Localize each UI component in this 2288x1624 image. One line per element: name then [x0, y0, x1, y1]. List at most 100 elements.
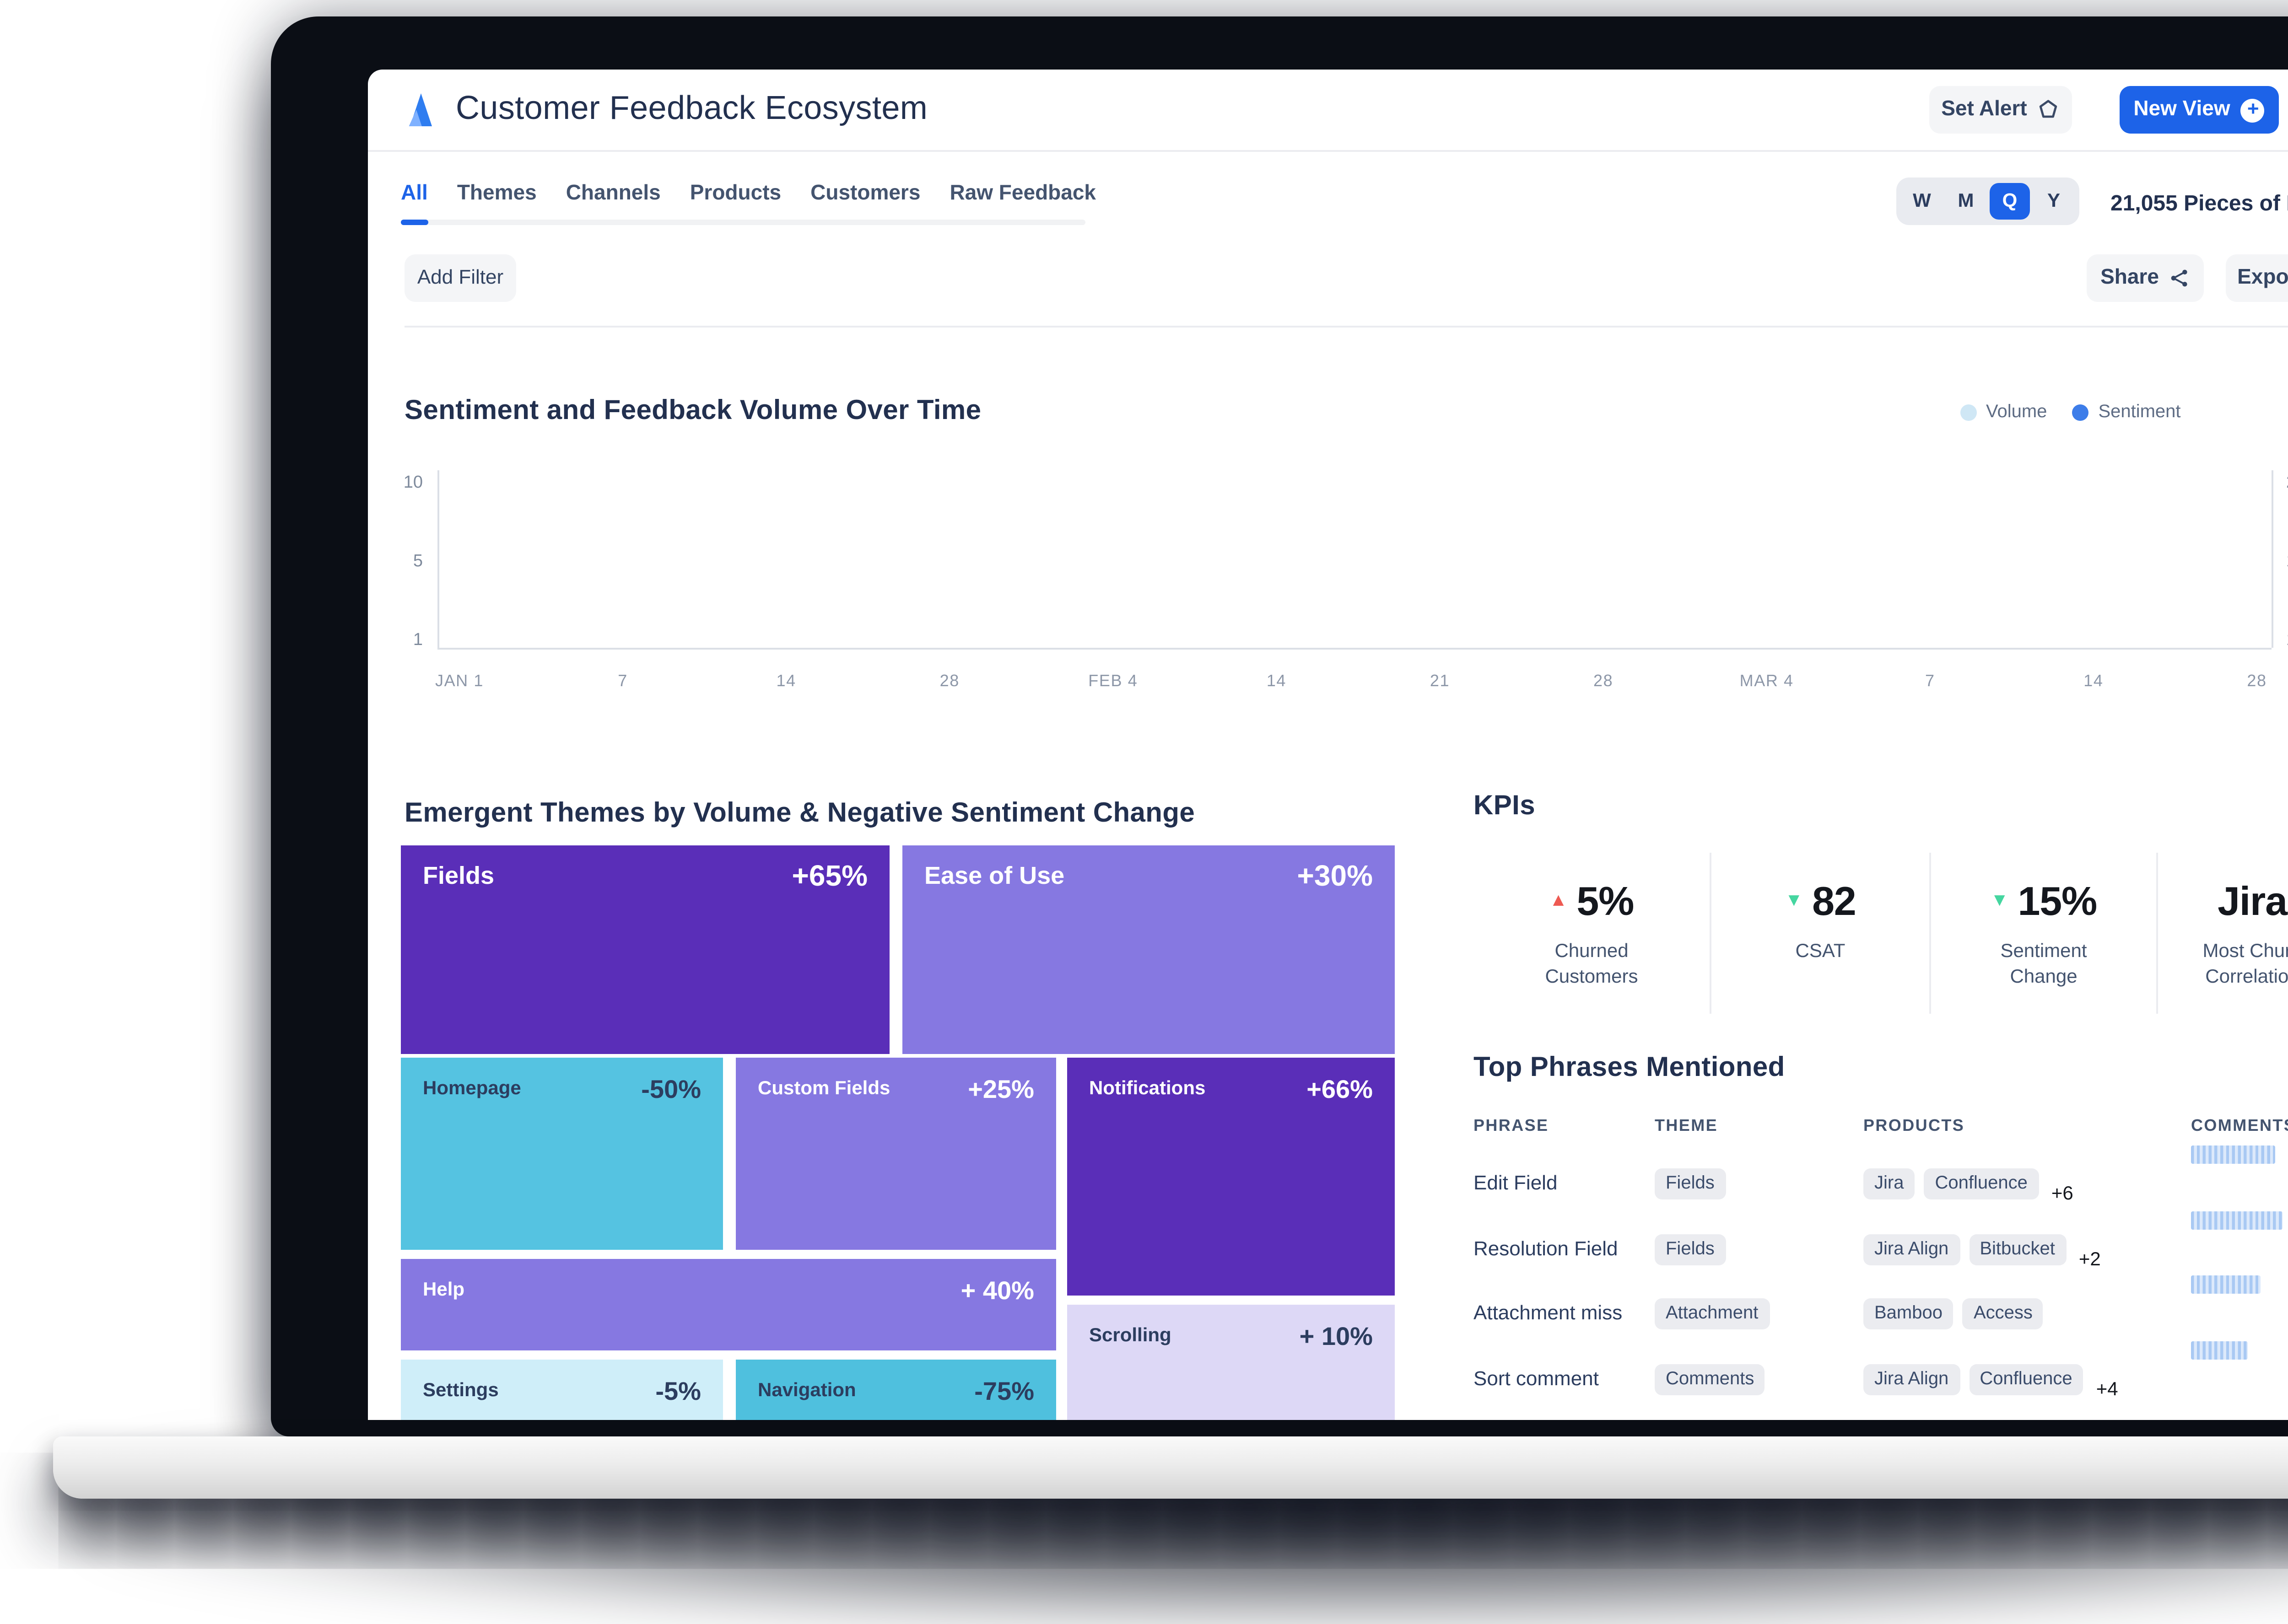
sentiment-dot-icon: [2072, 404, 2089, 421]
column-header-phrase: PHRASE: [1473, 1116, 1549, 1135]
kpi-row: ▲ 5% Churned Customers ▼ 82 CSAT ▼ 15% Sentiment…: [1473, 853, 2288, 1014]
plus-icon: +: [2241, 98, 2265, 122]
product-chip-jira-align: Jira Align: [1863, 1363, 1960, 1394]
theme-chip: Attachment: [1655, 1298, 1770, 1329]
treemap-block-label: Custom Fields: [758, 1078, 890, 1100]
x-axis-tick: 21: [1430, 672, 1450, 690]
product-chip-confluence: Confluence: [1969, 1363, 2083, 1394]
kpi-churned-customers: ▲ 5% Churned Customers: [1473, 853, 1710, 1014]
treemap-block-fields[interactable]: Fields +65%: [401, 845, 890, 1054]
add-filter-button[interactable]: Add Filter: [405, 254, 516, 302]
x-axis-tick: 28: [939, 672, 960, 690]
treemap-block-custom-fields[interactable]: Custom Fields +25%: [736, 1058, 1056, 1250]
time-toggle-y[interactable]: Y: [2047, 190, 2060, 212]
x-axis-tick: FEB 4: [1088, 672, 1138, 690]
product-chip-jira-align: Jira Align: [1863, 1233, 1960, 1264]
treemap-block-label: Navigation: [758, 1380, 856, 1402]
phrase-cell: Resolution Field: [1473, 1238, 1618, 1260]
dashboard-screen: Customer Feedback Ecosystem Set Alert Ne…: [368, 70, 2288, 1420]
legend-volume-label: Volume: [1986, 403, 2047, 423]
products-cell: Jira Align Bitbucket +2: [1863, 1233, 2101, 1270]
treemap-block-homepage[interactable]: Homepage -50%: [401, 1058, 723, 1250]
tab-raw-feedback[interactable]: Raw Feedback: [950, 183, 1096, 205]
trend-down-icon: ▼: [1785, 891, 1803, 911]
time-toggle-w[interactable]: W: [1913, 190, 1931, 212]
kpi-label: Most Churn Correlation: [2202, 941, 2288, 989]
treemap-block-value: +25%: [968, 1074, 1034, 1103]
share-icon: [2172, 269, 2188, 287]
top-phrases-title: Top Phrases Mentioned: [1473, 1052, 1785, 1083]
active-tab-indicator: [401, 220, 428, 225]
tab-customers[interactable]: Customers: [810, 183, 921, 205]
treemap-block-scrolling[interactable]: Scrolling + 10%: [1067, 1305, 1395, 1420]
export-button[interactable]: Export: [2226, 254, 2288, 302]
tab-track: [401, 220, 1085, 225]
set-alert-button[interactable]: Set Alert: [1929, 86, 2072, 134]
theme-chip: Fields: [1655, 1233, 1726, 1264]
phrase-cell: Sort comment: [1473, 1368, 1599, 1390]
tab-all[interactable]: All: [401, 183, 428, 205]
column-header-products: PRODUCTS: [1863, 1116, 1965, 1135]
axis-line: [437, 470, 439, 648]
treemap-block-settings[interactable]: Settings -5%: [401, 1360, 723, 1420]
kpi-csat: ▼ 82 CSAT: [1710, 853, 1929, 1014]
axis-line: [2272, 470, 2273, 648]
volume-dot-icon: [1960, 404, 1977, 421]
time-toggle-m[interactable]: M: [1958, 190, 1974, 212]
treemap-block-notifications[interactable]: Notifications +66%: [1067, 1058, 1395, 1296]
comments-bar: [2191, 1210, 2283, 1229]
treemap-block-value: +66%: [1306, 1074, 1373, 1103]
export-label: Export: [2237, 267, 2288, 289]
product-chip-jira: Jira: [1863, 1168, 1915, 1199]
products-cell: Jira Confluence +6: [1863, 1168, 2073, 1205]
kpi-value: 15%: [2018, 878, 2098, 924]
tab-bar: All Themes Channels Products Customers Raw Fe…: [401, 183, 1096, 205]
treemap-block-navigation[interactable]: Navigation -75%: [736, 1360, 1056, 1420]
tab-themes[interactable]: Themes: [457, 183, 537, 205]
divider: [405, 326, 2288, 328]
phrase-cell: Attachment miss: [1473, 1303, 1623, 1325]
treemap-block-value: + 40%: [961, 1275, 1034, 1305]
axis-line: [437, 648, 2272, 650]
treemap-block-value: -50%: [641, 1074, 701, 1103]
x-axis-tick: MAR 4: [1739, 672, 1794, 690]
add-filter-label: Add Filter: [417, 267, 504, 289]
product-chip-bamboo: Bamboo: [1863, 1298, 1953, 1329]
x-axis-tick: 14: [1266, 672, 1287, 690]
share-button[interactable]: Share: [2087, 254, 2204, 302]
legend-sentiment[interactable]: Sentiment: [2072, 403, 2181, 423]
right-axis-tick: 20,000: [2286, 473, 2288, 493]
column-header-theme: THEME: [1655, 1116, 1718, 1135]
tab-products[interactable]: Products: [690, 183, 782, 205]
chart-plot: [437, 470, 2272, 648]
kpi-label: CSAT: [1795, 941, 1846, 963]
comments-bar: [2191, 1340, 2248, 1359]
x-axis-tick: 7: [1925, 672, 1935, 690]
comments-bar: [2191, 1145, 2275, 1164]
x-axis-tick: 14: [2083, 672, 2104, 690]
alert-tag-icon: [2040, 100, 2058, 118]
legend-volume[interactable]: Volume: [1960, 403, 2047, 423]
new-view-button[interactable]: New View +: [2120, 86, 2279, 134]
tab-channels[interactable]: Channels: [566, 183, 661, 205]
laptop-base: [53, 1436, 2288, 1499]
treemap-block-label: Homepage: [423, 1078, 521, 1100]
x-axis-tick: 28: [2247, 672, 2267, 690]
chart-legend: Volume Sentiment: [1960, 403, 2181, 423]
more-products-count: +4: [2096, 1378, 2118, 1400]
product-chip-confluence: Confluence: [1924, 1168, 2039, 1199]
treemap-block-help[interactable]: Help + 40%: [401, 1259, 1056, 1350]
kpi-value: 5%: [1576, 878, 1634, 924]
right-axis-tick: 10,000: [2286, 551, 2288, 571]
time-toggle-q[interactable]: Q: [1990, 183, 2030, 220]
product-chip-access: Access: [1963, 1298, 2044, 1329]
trend-down-icon: ▼: [1990, 891, 2009, 911]
treemap-block-ease-of-use[interactable]: Ease of Use +30%: [902, 845, 1395, 1054]
legend-sentiment-label: Sentiment: [2098, 403, 2181, 423]
kpi-sentiment-change: ▼ 15% Sentiment Change: [1929, 853, 2156, 1014]
treemap-block-value: +65%: [792, 862, 868, 893]
share-label: Share: [2100, 267, 2159, 289]
page-title: Customer Feedback Ecosystem: [456, 90, 928, 126]
theme-chip: Comments: [1655, 1363, 1765, 1394]
